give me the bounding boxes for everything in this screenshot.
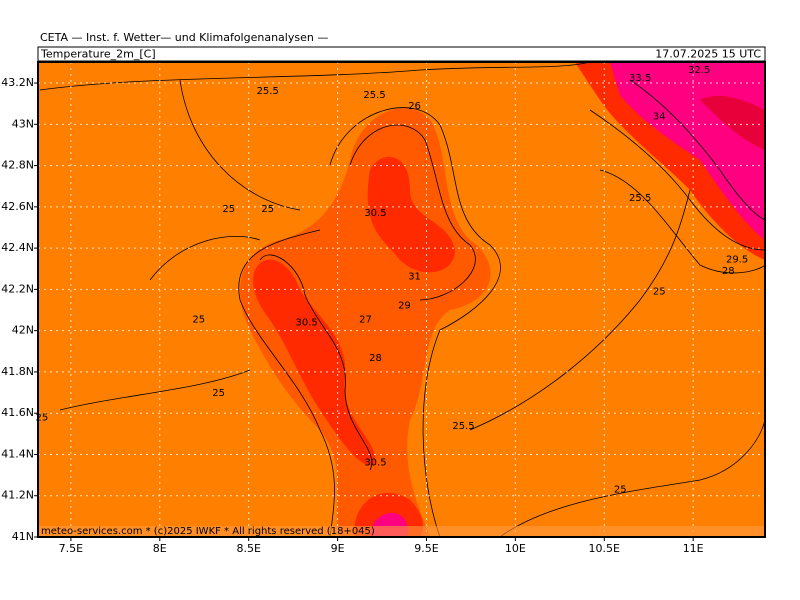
map-date: 17.07.2025 15 UTC bbox=[655, 48, 761, 61]
lon-tick-label: 8E bbox=[153, 542, 167, 555]
lon-tick-label: 7.5E bbox=[59, 542, 83, 555]
contour-label: 25 bbox=[261, 204, 274, 215]
contour-label: 25 bbox=[212, 388, 225, 399]
contour-label: 25.5 bbox=[257, 86, 279, 97]
lon-tick-label: 9E bbox=[331, 542, 345, 555]
lat-tick-label: 41N bbox=[12, 530, 34, 543]
contour-label: 29.5 bbox=[726, 254, 748, 265]
contour-label: 27 bbox=[359, 315, 372, 326]
lat-tick-label: 43N bbox=[12, 117, 34, 130]
contour-label: 25.5 bbox=[452, 421, 474, 432]
lat-tick-label: 42.6N bbox=[1, 200, 34, 213]
lon-tick-label: 8.5E bbox=[236, 542, 260, 555]
lat-tick-label: 41.2N bbox=[1, 489, 34, 502]
lat-tick-label: 43.2N bbox=[1, 76, 34, 89]
map-frame bbox=[37, 61, 766, 538]
contour-label: 25.5 bbox=[363, 90, 385, 101]
lon-tick-label: 10E bbox=[505, 542, 526, 555]
contour-label: 34 bbox=[653, 111, 666, 122]
hot-area bbox=[367, 156, 455, 273]
contour-label: 30.5 bbox=[364, 208, 386, 219]
contour-label: 25 bbox=[222, 204, 235, 215]
institute: CETA — Inst. f. Wetter— und Klimafolgena… bbox=[40, 31, 328, 44]
lat-tick-label: 41.8N bbox=[1, 365, 34, 378]
lon-tick-label: 11E bbox=[683, 542, 704, 555]
map-title: Temperature_2m_[C] bbox=[40, 48, 156, 61]
contour-label: 28 bbox=[369, 353, 382, 364]
contours bbox=[39, 62, 765, 537]
lon-tick-label: 9.5E bbox=[414, 542, 438, 555]
contour-label: 32.5 bbox=[688, 65, 710, 76]
contour-label: 25 bbox=[36, 412, 49, 423]
lat-tick-label: 41.6N bbox=[1, 406, 34, 419]
hot-area bbox=[253, 259, 376, 466]
lon-tick-label: 10.5E bbox=[589, 542, 620, 555]
footer: meteo-services.com * (c)2025 IWKF * All … bbox=[41, 526, 375, 537]
contour-label: 30.5 bbox=[296, 318, 318, 329]
lat-tick-label: 42N bbox=[12, 324, 34, 337]
contour-label: 29 bbox=[398, 300, 411, 311]
lat-tick-label: 42.2N bbox=[1, 282, 34, 295]
contour-label: 25 bbox=[614, 485, 627, 496]
footer-band bbox=[39, 526, 764, 536]
contour-label: 25 bbox=[192, 315, 205, 326]
contour-label: 30.5 bbox=[364, 458, 386, 469]
warm-area bbox=[240, 108, 491, 537]
contour-label: 33.5 bbox=[629, 73, 651, 84]
contour-label: 28 bbox=[722, 266, 735, 277]
lat-tick-label: 41.4N bbox=[1, 447, 34, 460]
contour-label: 25 bbox=[653, 286, 666, 297]
temperature-field bbox=[38, 62, 765, 537]
lat-tick-label: 42.4N bbox=[1, 241, 34, 254]
contour-label: 26 bbox=[408, 101, 421, 112]
hot-core bbox=[700, 95, 765, 150]
contour-label: 31 bbox=[408, 271, 421, 282]
lat-tick-label: 42.8N bbox=[1, 159, 34, 172]
contour-label: 25.5 bbox=[629, 193, 651, 204]
